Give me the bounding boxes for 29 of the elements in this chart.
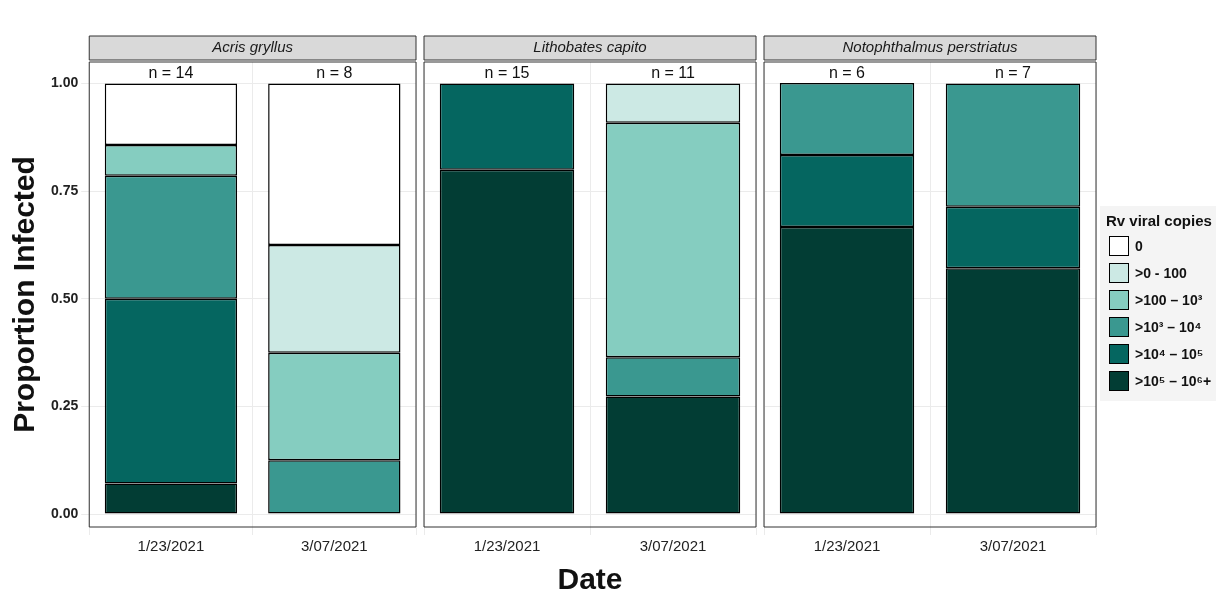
- x-tick-label: 1/23/2021: [137, 537, 205, 555]
- x-tick-label: 3/07/2021: [979, 537, 1047, 555]
- legend-label: 0: [1135, 238, 1143, 254]
- legend-label: >10³ – 10⁴: [1135, 319, 1202, 335]
- x-tick-label: 1/23/2021: [813, 537, 881, 555]
- annotation: n = 14: [148, 63, 194, 81]
- annotation: n = 7: [994, 63, 1032, 81]
- annotation: n = 6: [828, 63, 866, 81]
- y-axis-title: Proportion Infected: [7, 156, 41, 433]
- y-tick-label: 0.75: [51, 182, 79, 199]
- chart-title: Acris gryllus: [211, 38, 294, 56]
- x-tick-label: 3/07/2021: [300, 537, 368, 555]
- chart-title: Lithobates capito: [533, 38, 647, 56]
- legend-label: >100 – 10³: [1135, 292, 1203, 308]
- legend-label: >10⁴ – 10⁵: [1135, 346, 1204, 362]
- x-tick-label: 3/07/2021: [639, 537, 707, 555]
- legend-label: >10⁵ – 10⁶+: [1135, 373, 1212, 389]
- y-tick-label: 1.00: [51, 74, 79, 91]
- chart-title: Notophthalmus perstriatus: [842, 38, 1019, 56]
- annotation: n = 11: [651, 63, 695, 81]
- legend-label: >0 - 100: [1135, 265, 1187, 281]
- y-tick-label: 0.00: [51, 504, 79, 521]
- x-tick-label: 1/23/2021: [473, 537, 541, 555]
- annotation: n = 15: [484, 63, 530, 81]
- legend-title: Rv viral copies: [1106, 212, 1212, 229]
- y-tick-label: 0.25: [51, 397, 79, 414]
- x-axis-title: Date: [557, 562, 623, 596]
- y-tick-label: 0.50: [51, 289, 79, 306]
- annotation: n = 8: [316, 63, 353, 81]
